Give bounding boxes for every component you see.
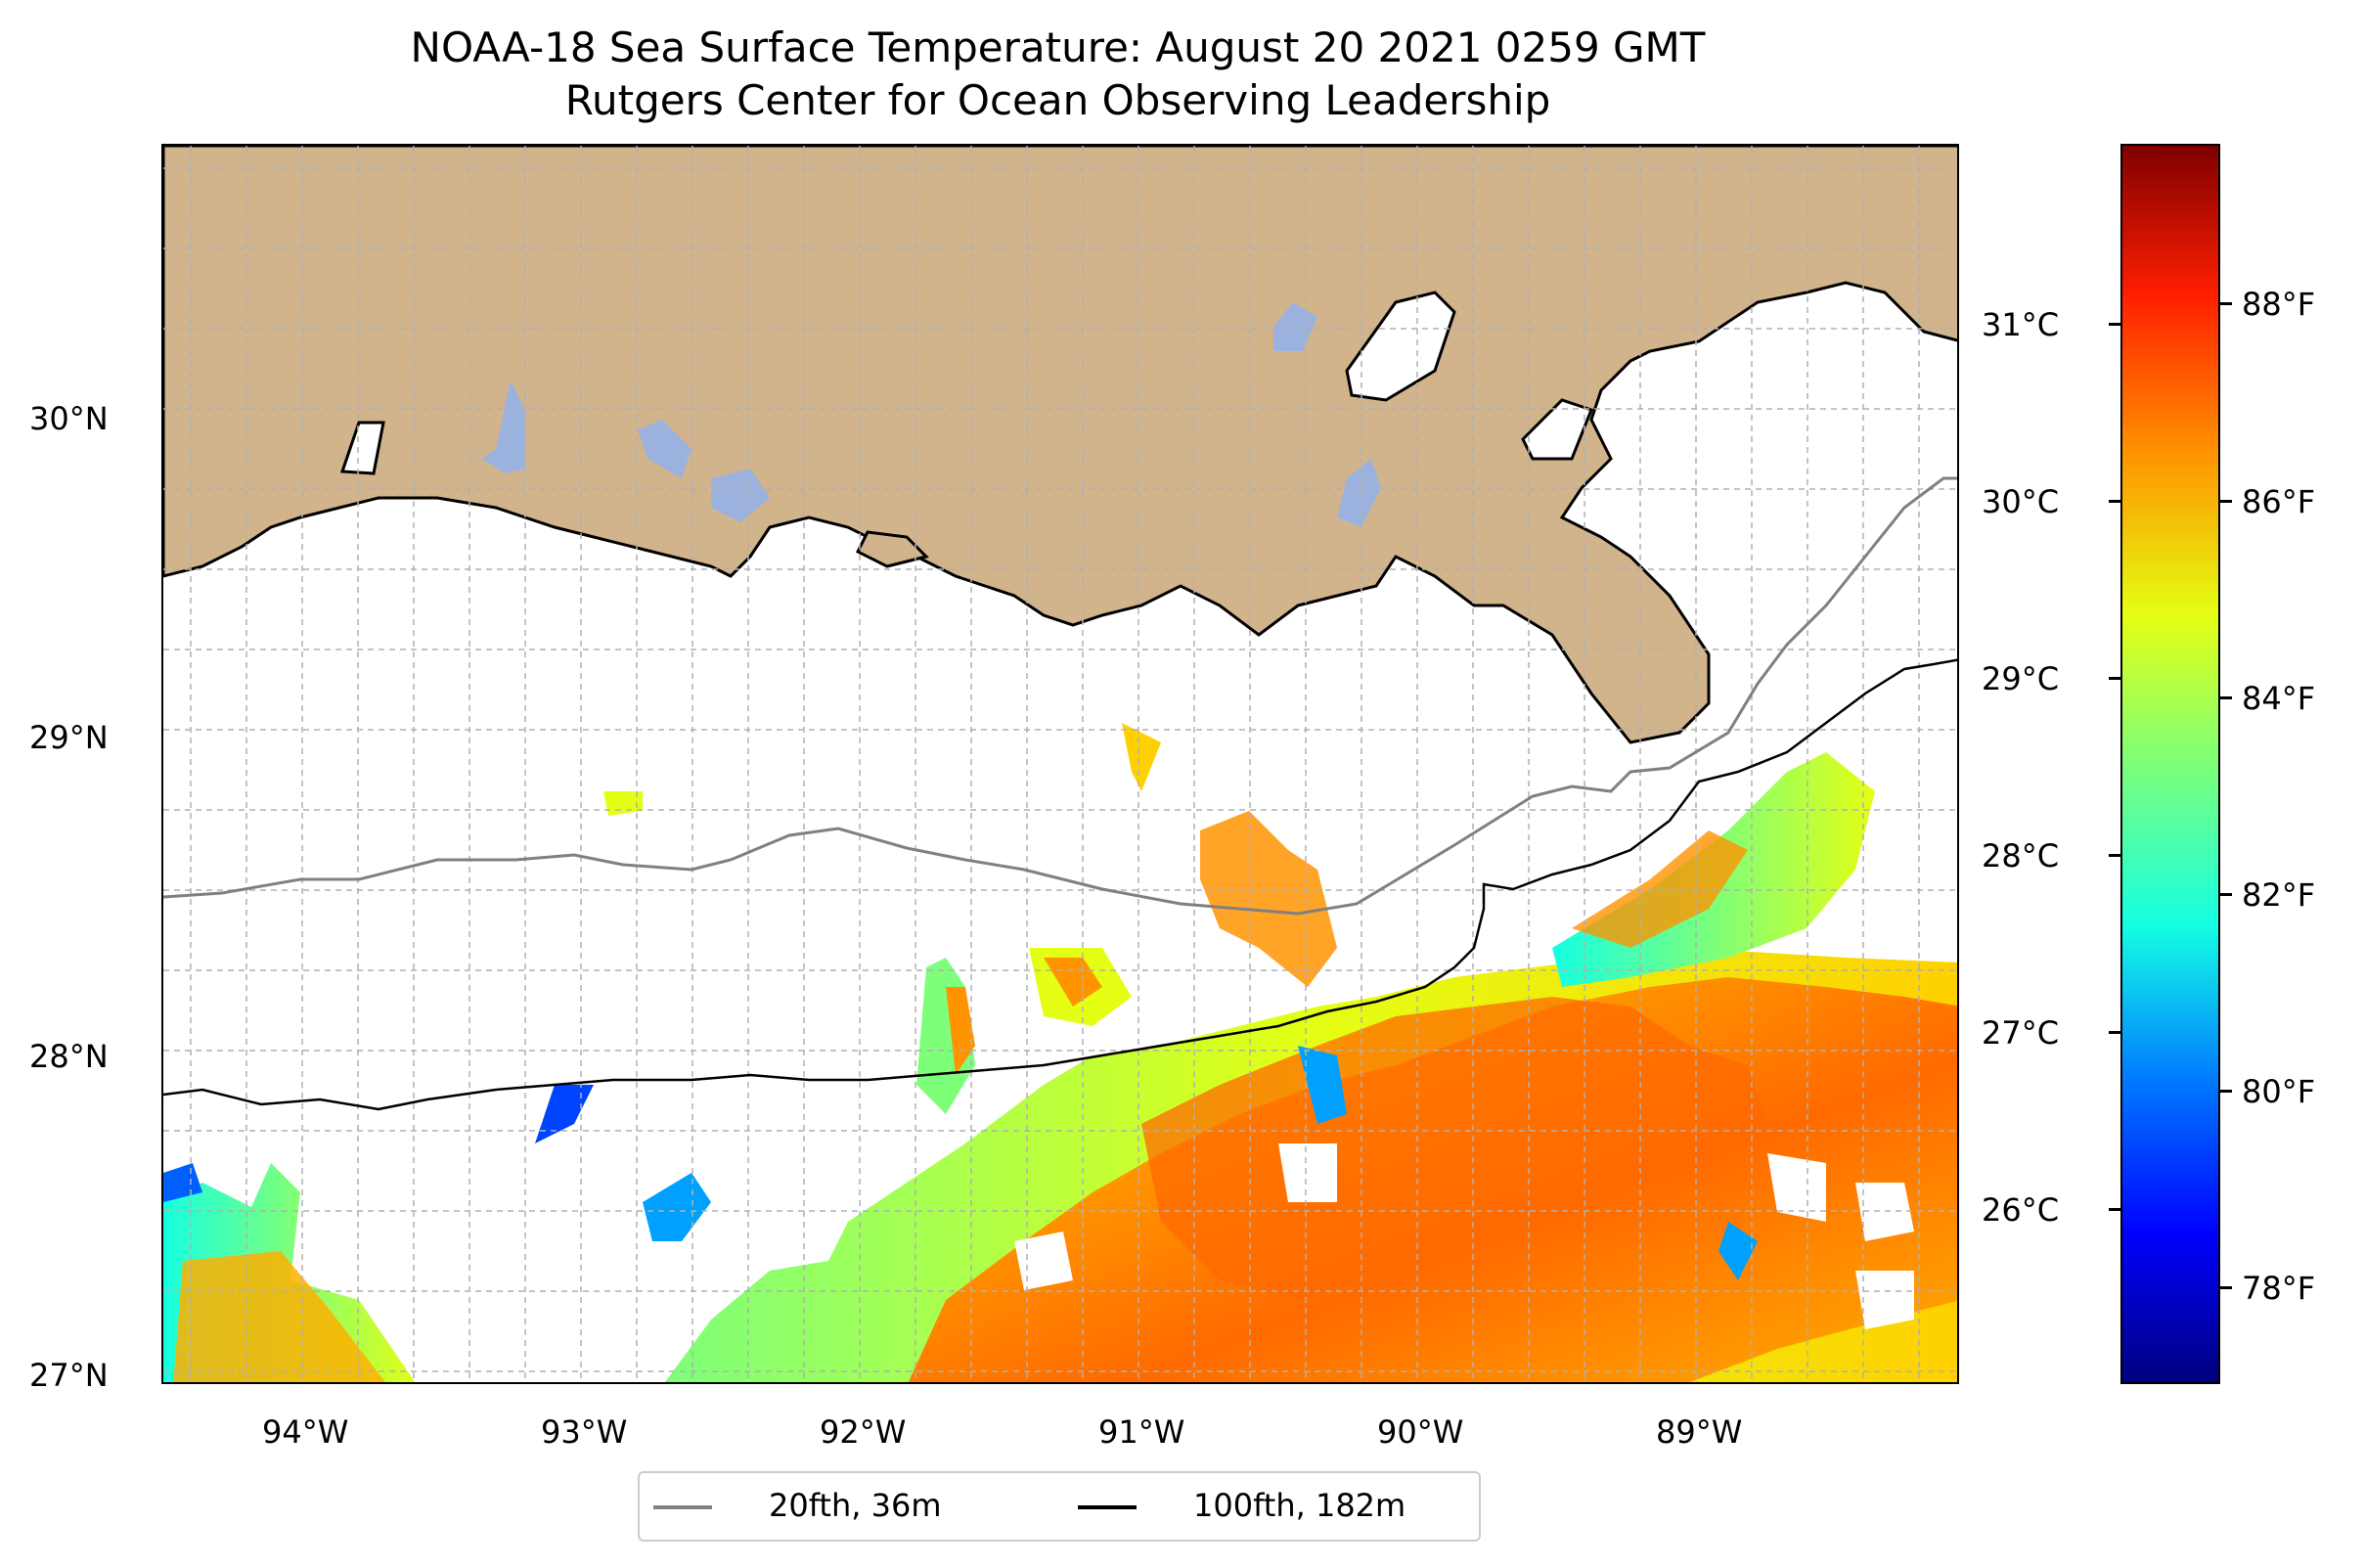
cb-label-29c: 29°C — [1982, 660, 2060, 697]
colorbar — [2120, 144, 2220, 1384]
cb-label-86f: 86°F — [2242, 483, 2316, 520]
lat-label-28n: 28°N — [29, 1038, 109, 1075]
lon-label-91w: 91°W — [1098, 1413, 1185, 1451]
chart-subtitle: Rutgers Center for Ocean Observing Leade… — [564, 76, 1551, 124]
cb-tick-c — [2109, 323, 2120, 326]
cb-tick-f — [2220, 500, 2232, 503]
cb-tick-f — [2220, 696, 2232, 699]
cb-label-80f: 80°F — [2242, 1073, 2316, 1110]
lon-label-93w: 93°W — [541, 1413, 628, 1451]
cb-tick-c — [2109, 500, 2120, 503]
cb-label-31c: 31°C — [1982, 306, 2060, 343]
gridlines — [163, 146, 1957, 1382]
legend-swatch-20fth — [653, 1505, 712, 1509]
cb-tick-f — [2220, 1286, 2232, 1289]
cb-label-30c: 30°C — [1982, 483, 2060, 520]
chart-title: NOAA-18 Sea Surface Temperature: August … — [410, 23, 1706, 71]
legend: 20fth, 36m 100fth, 182m — [638, 1471, 1481, 1542]
cb-tick-c — [2109, 1031, 2120, 1034]
cb-tick-c — [2109, 677, 2120, 680]
lon-label-89w: 89°W — [1656, 1413, 1743, 1451]
cb-label-78f: 78°F — [2242, 1270, 2316, 1307]
legend-swatch-100fth — [1078, 1505, 1137, 1509]
lon-label-92w: 92°W — [820, 1413, 907, 1451]
lon-label-94w: 94°W — [262, 1413, 349, 1451]
cb-label-27c: 27°C — [1982, 1014, 2060, 1052]
cb-label-82f: 82°F — [2242, 876, 2316, 914]
cb-tick-c — [2109, 1208, 2120, 1211]
inland-water-layer — [481, 302, 1381, 527]
lon-label-90w: 90°W — [1377, 1413, 1464, 1451]
cb-tick-f — [2220, 302, 2232, 305]
lat-label-27n: 27°N — [29, 1357, 109, 1394]
isobath-100-fathom — [163, 658, 1957, 1111]
lat-label-29n: 29°N — [29, 719, 109, 756]
sst-data-layer — [163, 723, 1957, 1382]
cb-label-88f: 88°F — [2242, 286, 2316, 323]
cb-tick-f — [2220, 1090, 2232, 1093]
cb-tick-c — [2109, 854, 2120, 857]
map-panel — [161, 144, 1959, 1384]
map-canvas — [163, 146, 1957, 1382]
land-layer — [163, 146, 1957, 744]
legend-label-20fth: 20fth, 36m — [769, 1487, 942, 1524]
cb-tick-f — [2220, 893, 2232, 896]
lat-label-30n: 30°N — [29, 400, 109, 437]
isobath-20-fathom — [163, 476, 1957, 916]
cb-label-84f: 84°F — [2242, 680, 2316, 717]
legend-label-100fth: 100fth, 182m — [1193, 1487, 1406, 1524]
cb-label-26c: 26°C — [1982, 1191, 2060, 1229]
cb-label-28c: 28°C — [1982, 837, 2060, 874]
